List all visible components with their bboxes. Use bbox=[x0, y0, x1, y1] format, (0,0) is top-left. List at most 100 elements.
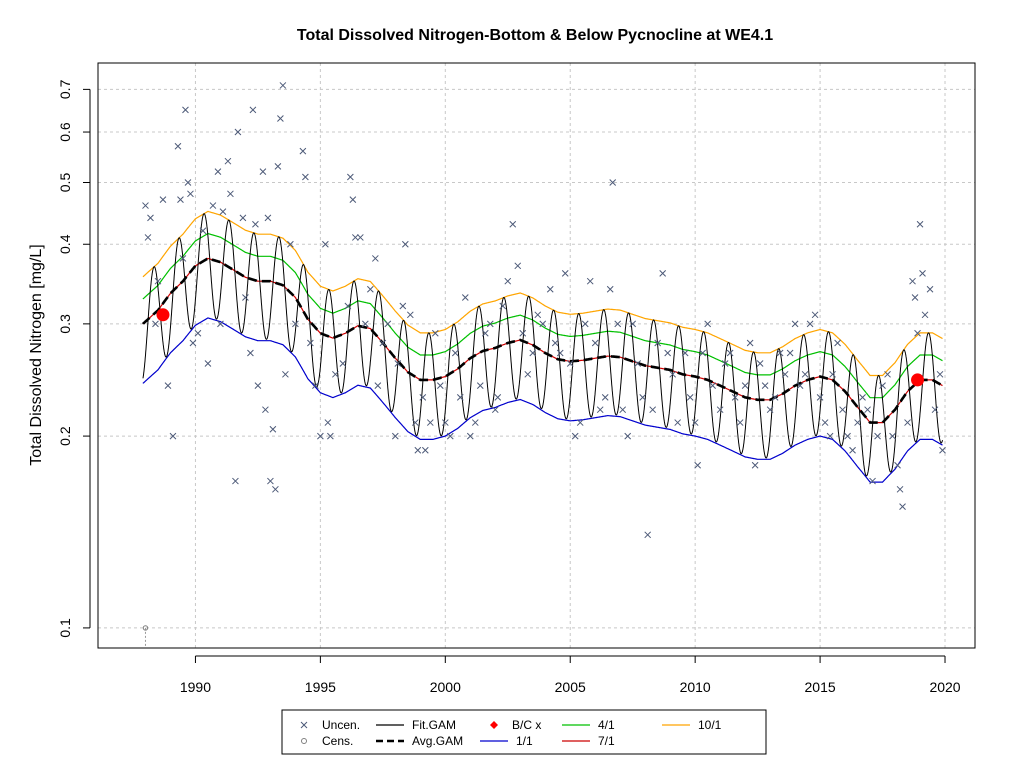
uncensored-point bbox=[756, 360, 764, 367]
uncensored-point bbox=[709, 382, 717, 389]
uncensored-point bbox=[356, 234, 364, 241]
uncensored-point bbox=[821, 419, 829, 426]
uncensored-point bbox=[272, 485, 279, 493]
uncensored-point bbox=[624, 432, 632, 440]
legend-label: 7/1 bbox=[598, 734, 615, 748]
uncensored-point bbox=[159, 196, 167, 203]
uncensored-point bbox=[839, 406, 846, 414]
uncensored-point bbox=[344, 302, 352, 310]
uncensored-point bbox=[189, 339, 197, 347]
uncensored-point bbox=[374, 382, 382, 389]
uncensored-point bbox=[686, 394, 694, 401]
uncensored-point bbox=[586, 277, 594, 285]
uncensored-point bbox=[239, 214, 247, 222]
chart-title: Total Dissolved Nitrogen-Bottom & Below … bbox=[297, 27, 773, 44]
uncensored-point bbox=[904, 419, 911, 426]
legend-item: Avg.GAM bbox=[376, 734, 463, 748]
legend-item: B/C x bbox=[490, 718, 541, 732]
legend-item: Cens. bbox=[301, 734, 353, 748]
uncensored-point bbox=[486, 320, 494, 328]
uncensored-point bbox=[264, 214, 272, 222]
uncensored-point bbox=[267, 477, 274, 485]
uncensored-point bbox=[282, 370, 289, 378]
uncensored-point bbox=[874, 432, 881, 440]
legend-box bbox=[281, 709, 767, 755]
uncensored-point bbox=[939, 446, 946, 454]
uncensored-point bbox=[859, 394, 866, 401]
uncensored-point bbox=[361, 320, 369, 328]
uncensored-point bbox=[514, 262, 522, 270]
uncensored-point bbox=[384, 320, 392, 328]
uncensored-point bbox=[247, 349, 254, 357]
fit-gam-line bbox=[142, 213, 943, 477]
uncensored-point bbox=[681, 349, 689, 357]
uncensored-point bbox=[242, 294, 249, 301]
uncensored-point bbox=[471, 419, 479, 426]
uncensored-point bbox=[177, 196, 184, 203]
uncensored-point bbox=[224, 157, 232, 165]
y-tick-label: 0.2 bbox=[57, 426, 73, 446]
uncensored-point bbox=[884, 370, 891, 378]
uncensored-point bbox=[786, 349, 794, 357]
plot-frame bbox=[97, 62, 976, 649]
uncensored-point bbox=[431, 329, 439, 337]
uncensored-point bbox=[721, 360, 729, 367]
uncensored-point bbox=[931, 406, 939, 414]
y-tick-label: 0.4 bbox=[57, 234, 73, 254]
uncensored-point bbox=[936, 370, 944, 378]
legend-label: B/C x bbox=[512, 718, 541, 732]
uncensored-point bbox=[322, 240, 329, 248]
uncensored-point bbox=[274, 163, 282, 170]
uncensored-point bbox=[766, 406, 774, 414]
uncensored-point bbox=[741, 382, 749, 389]
uncensored-point bbox=[534, 311, 542, 319]
uncensored-point bbox=[406, 311, 414, 319]
x-tick-label: 1990 bbox=[180, 679, 211, 695]
uncensored-point bbox=[899, 503, 906, 510]
uncensored-point bbox=[834, 339, 841, 347]
doy-curve-1-1 bbox=[142, 317, 943, 483]
uncensored-point bbox=[509, 220, 517, 228]
uncensored-point bbox=[556, 349, 564, 357]
uncensored-point bbox=[591, 339, 599, 347]
legend-label: Cens. bbox=[322, 734, 353, 748]
legend-label: 4/1 bbox=[598, 718, 615, 732]
uncensored-point bbox=[691, 419, 699, 426]
uncensored-point bbox=[829, 370, 836, 378]
legend-item: 4/1 bbox=[562, 718, 615, 732]
uncensored-point bbox=[317, 432, 324, 440]
uncensored-point bbox=[919, 270, 926, 277]
legend-item: Fit.GAM bbox=[376, 718, 456, 732]
y-tick-label: 0.3 bbox=[57, 314, 73, 334]
uncensored-point bbox=[731, 394, 739, 401]
uncensored-point bbox=[576, 419, 584, 426]
legend: Uncen. Cens. Fit.GAM Avg.GAM B/C x 1/1 4/1 7/1 1… bbox=[281, 709, 767, 755]
uncensored-point bbox=[426, 419, 434, 426]
censored-point bbox=[142, 625, 149, 631]
uncensored-point bbox=[481, 329, 489, 337]
uncensored-point bbox=[581, 320, 589, 328]
uncensored-point bbox=[476, 382, 484, 389]
uncensored-point bbox=[332, 370, 339, 378]
legend-item: 7/1 bbox=[562, 734, 615, 748]
uncensored-point bbox=[379, 339, 387, 347]
uncensored-point bbox=[746, 339, 754, 347]
uncensored-point bbox=[916, 220, 924, 228]
legend-label: Avg.GAM bbox=[412, 734, 463, 748]
uncensored-point bbox=[649, 406, 657, 414]
uncensored-point bbox=[504, 277, 512, 285]
uncensored-point bbox=[551, 339, 559, 347]
uncensored-point bbox=[869, 477, 876, 485]
uncensored-point bbox=[194, 329, 202, 337]
uncensored-point bbox=[909, 277, 916, 285]
uncensored-point bbox=[614, 320, 622, 328]
uncensored-point bbox=[219, 208, 227, 216]
uncensored-point bbox=[269, 425, 277, 433]
uncensored-point bbox=[249, 106, 257, 114]
uncensored-point bbox=[451, 349, 459, 357]
uncensored-point bbox=[391, 432, 399, 440]
uncensored-point bbox=[864, 406, 871, 414]
uncensored-point bbox=[811, 311, 819, 319]
y-tick-label: 0.6 bbox=[57, 122, 73, 142]
uncensored-point bbox=[349, 196, 357, 203]
